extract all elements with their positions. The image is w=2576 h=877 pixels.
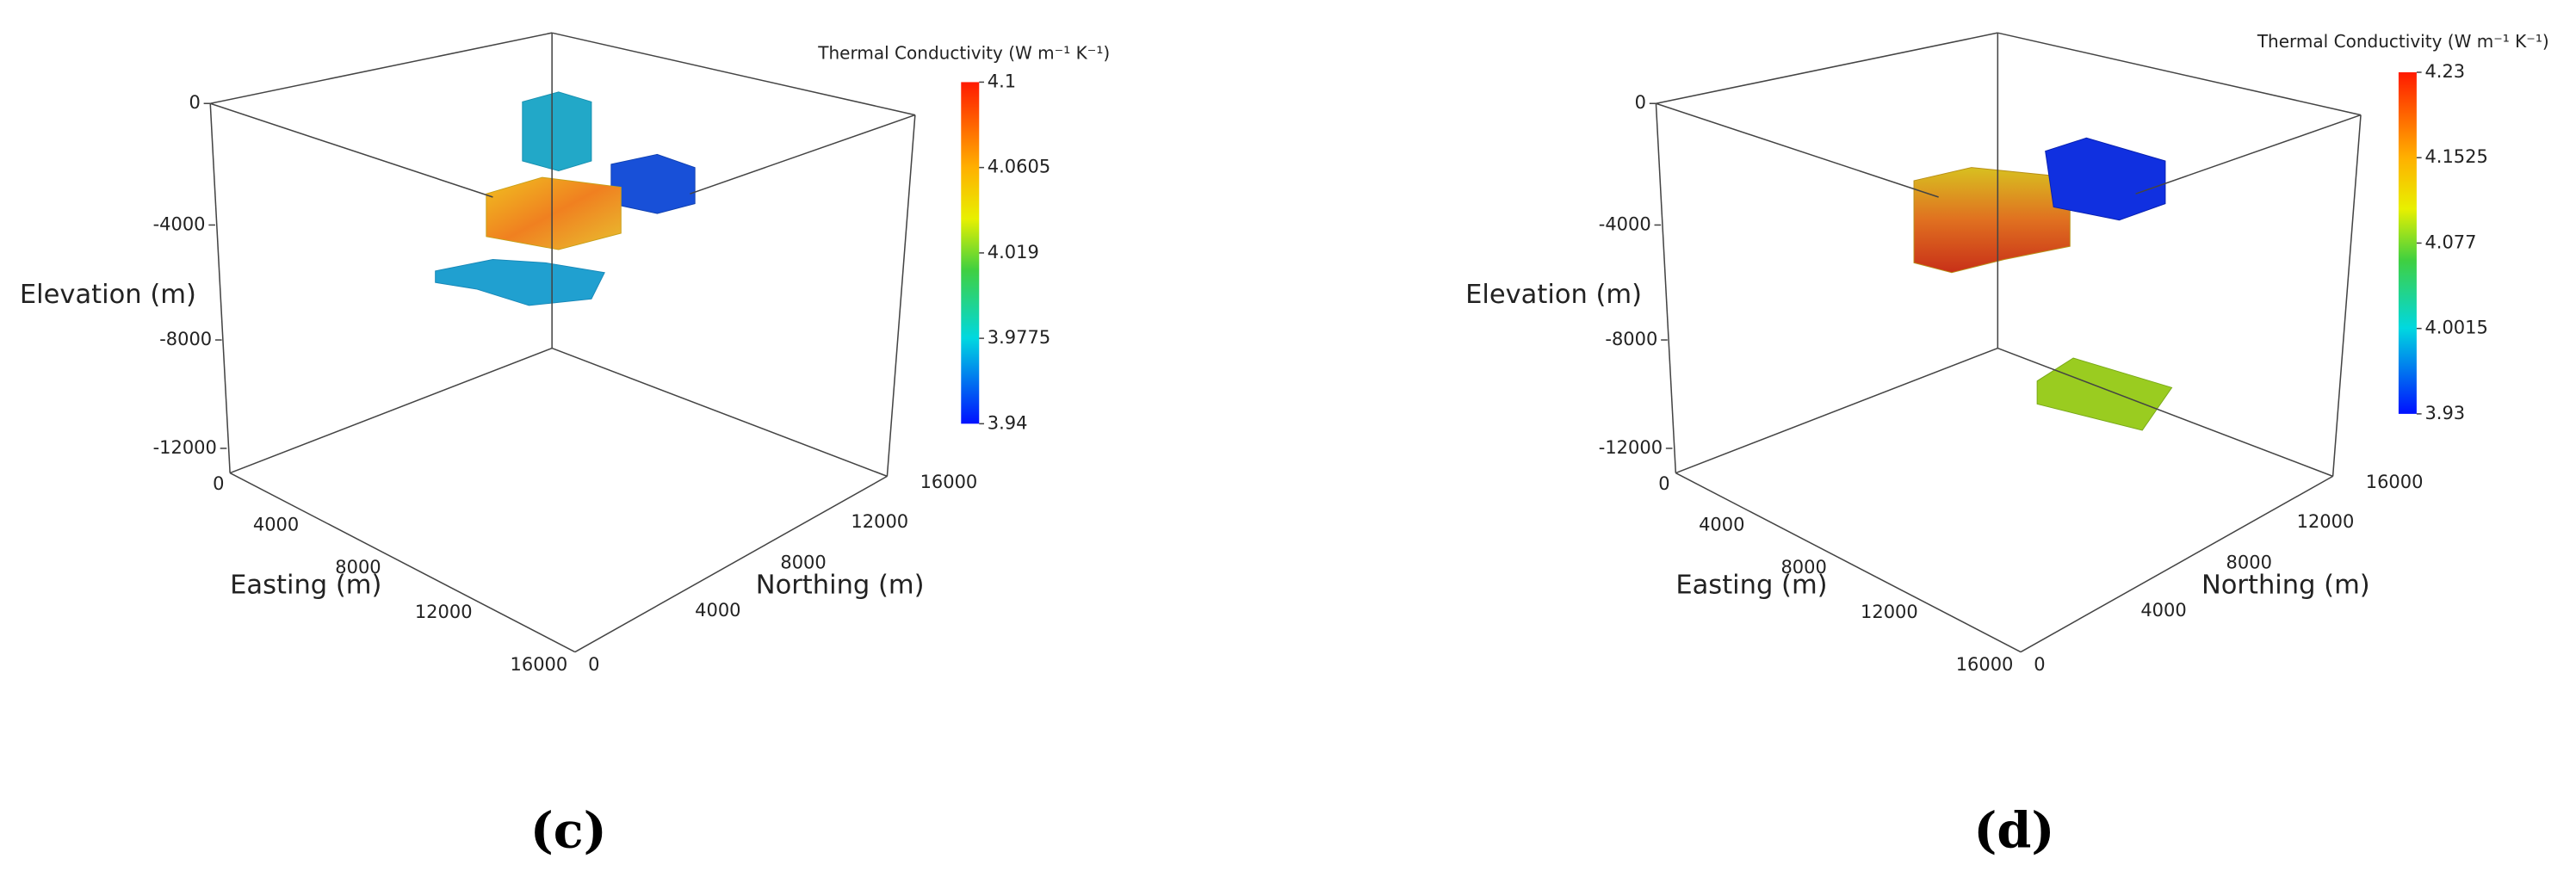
panel-label: (d) bbox=[1973, 801, 2054, 859]
box-edge bbox=[229, 472, 576, 653]
elevation-tick-label: -12000 bbox=[153, 437, 217, 458]
colorbar-title: Thermal Conductivity (W m⁻¹ K⁻¹) bbox=[2257, 31, 2549, 52]
colorbar-tick-label: 4.23 bbox=[2424, 61, 2465, 82]
colorbar bbox=[961, 82, 980, 424]
box-edge bbox=[574, 475, 888, 653]
easting-tick-label: 0 bbox=[1658, 473, 1669, 494]
axis-title: Easting (m) bbox=[1675, 571, 1827, 601]
colorbar-tick-label: 3.9775 bbox=[988, 327, 1050, 348]
colorbar-tick-label: 4.1 bbox=[988, 71, 1016, 91]
axis-title: Northing (m) bbox=[2201, 571, 2370, 601]
colorbar-tick-label: 3.93 bbox=[2424, 403, 2465, 423]
elevation-tick-label: -4000 bbox=[153, 213, 206, 234]
colorbar-tick-label: 4.077 bbox=[2424, 232, 2476, 252]
box-edge bbox=[1997, 32, 2362, 116]
axis-title: Easting (m) bbox=[230, 571, 381, 601]
box-edge bbox=[1675, 347, 1998, 474]
easting-tick-label: 16000 bbox=[1956, 654, 2014, 675]
axis-title: Elevation (m) bbox=[20, 280, 196, 310]
box-edge bbox=[210, 102, 493, 198]
voxels-c bbox=[435, 91, 696, 306]
colorbar-tick-label: 4.019 bbox=[988, 242, 1039, 262]
panel-label: (c) bbox=[530, 801, 607, 859]
box-edge bbox=[1656, 32, 1998, 104]
northing-tick-label: 16000 bbox=[920, 472, 978, 492]
elevation-tick-label: -8000 bbox=[159, 329, 212, 349]
axis-title: Elevation (m) bbox=[1465, 280, 1642, 310]
elevation-tick-label: -4000 bbox=[1599, 213, 1651, 234]
box-edge bbox=[1656, 102, 1939, 198]
northing-tick-label: 12000 bbox=[851, 511, 908, 532]
colorbar-tick-label: 4.0015 bbox=[2424, 318, 2487, 338]
easting-tick-label: 8000 bbox=[335, 557, 381, 577]
box-edge bbox=[2135, 114, 2362, 195]
northing-tick-label: 8000 bbox=[2226, 553, 2272, 573]
northing-tick-label: 8000 bbox=[780, 553, 826, 573]
easting-tick-label: 0 bbox=[213, 473, 224, 494]
northing-tick-label: 4000 bbox=[2140, 600, 2186, 621]
box-edge bbox=[210, 32, 553, 104]
northing-tick-label: 4000 bbox=[695, 600, 740, 621]
box-edge bbox=[886, 114, 916, 477]
northing-tick-label: 16000 bbox=[2366, 472, 2424, 492]
colorbar-title: Thermal Conductivity (W m⁻¹ K⁻¹) bbox=[817, 42, 1110, 63]
box-edge bbox=[690, 114, 916, 195]
box-edge bbox=[209, 103, 231, 473]
box-edge bbox=[1997, 347, 2333, 478]
easting-tick-label: 12000 bbox=[415, 602, 473, 622]
box-edge bbox=[2331, 114, 2362, 477]
northing-tick-label: 0 bbox=[588, 654, 599, 675]
box-edge bbox=[551, 32, 916, 116]
easting-tick-label: 4000 bbox=[253, 515, 299, 535]
elevation-tick-label: -8000 bbox=[1605, 329, 1657, 349]
easting-tick-label: 8000 bbox=[1780, 557, 1826, 577]
northing-tick-label: 12000 bbox=[2297, 511, 2355, 532]
colorbar-tick-label: 4.1525 bbox=[2424, 146, 2487, 167]
colorbar bbox=[2398, 71, 2417, 414]
elevation-tick-label: 0 bbox=[189, 92, 200, 113]
easting-tick-label: 12000 bbox=[1861, 602, 1918, 622]
voxels-d bbox=[1913, 137, 2173, 431]
box-edge bbox=[551, 347, 888, 478]
box-edge bbox=[1675, 472, 2022, 653]
colorbar-tick-label: 3.94 bbox=[988, 412, 1028, 433]
easting-tick-label: 4000 bbox=[1699, 515, 1744, 535]
easting-tick-label: 16000 bbox=[511, 654, 568, 675]
elevation-tick-label: -12000 bbox=[1599, 437, 1663, 458]
elevation-tick-label: 0 bbox=[1635, 92, 1646, 113]
box-edge bbox=[229, 347, 553, 474]
axis-title: Northing (m) bbox=[756, 571, 925, 601]
box-edge bbox=[2020, 475, 2333, 653]
colorbar-tick-label: 4.0605 bbox=[988, 157, 1050, 177]
northing-tick-label: 0 bbox=[2034, 654, 2045, 675]
box-edge bbox=[1655, 103, 1677, 473]
